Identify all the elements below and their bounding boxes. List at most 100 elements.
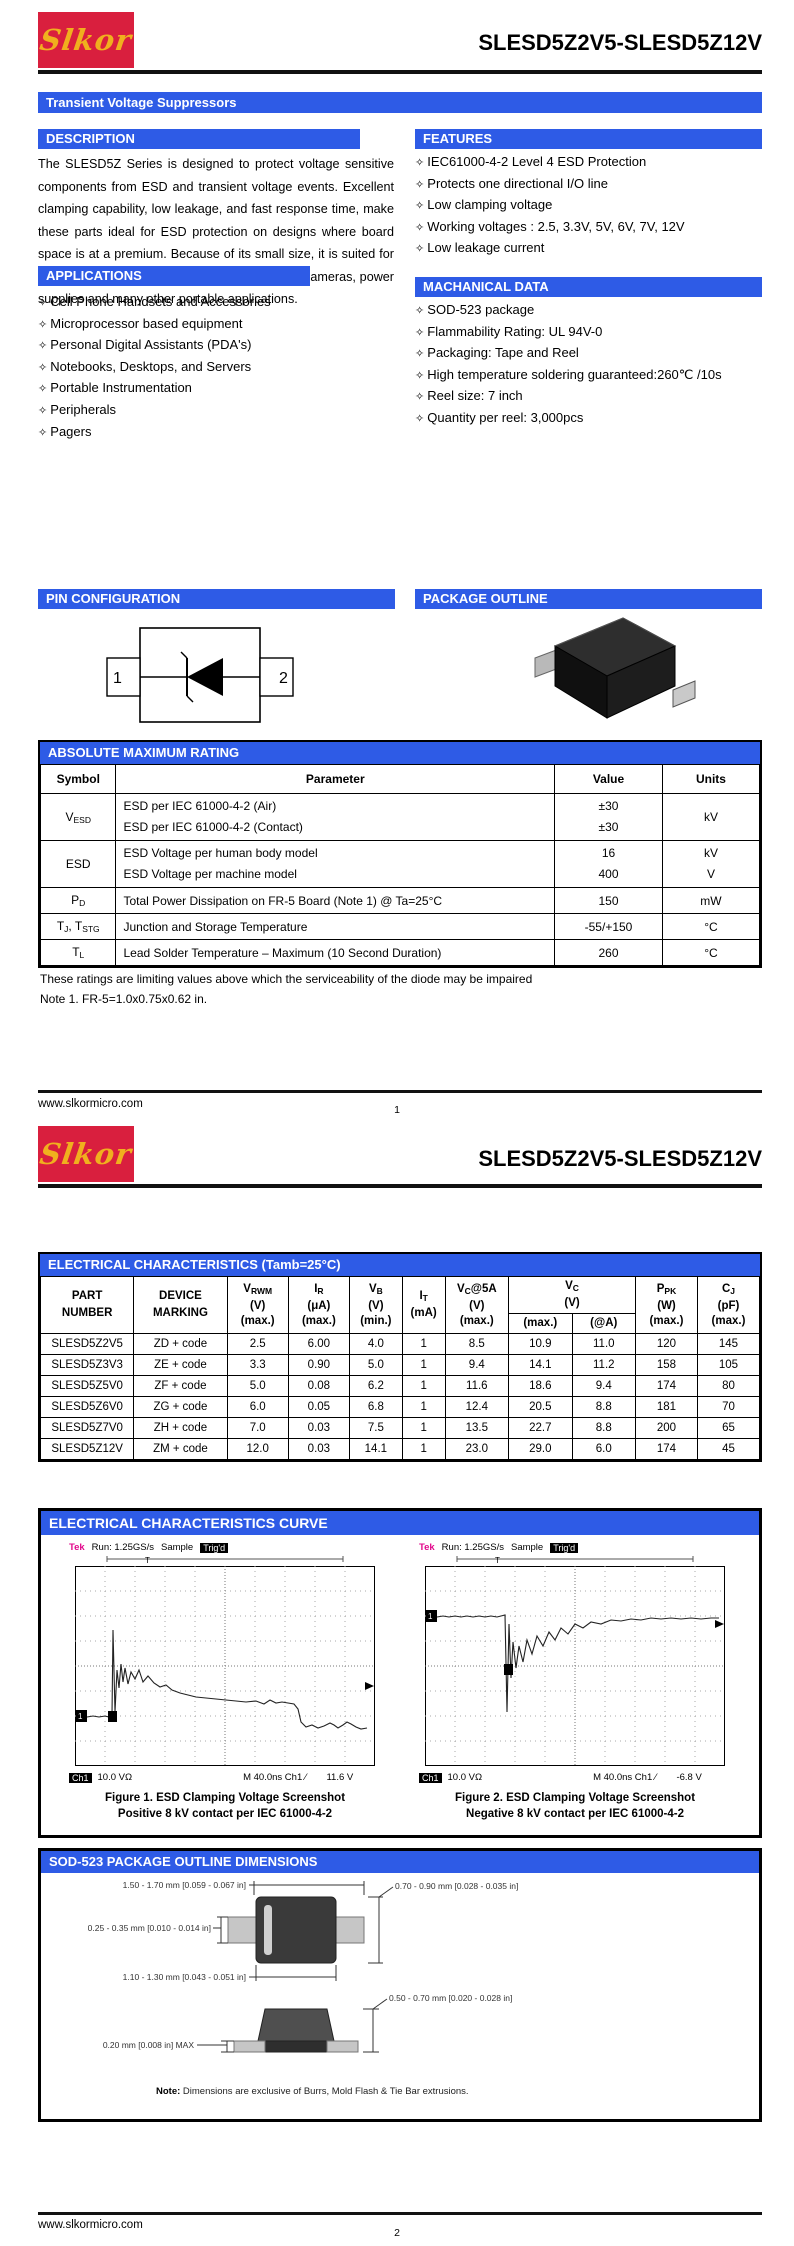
table-cell: 174 [635,1438,698,1460]
table-cell: 8.5 [444,1333,510,1355]
table-row: SLESD5Z2V5 ZD + code 2.5 6.00 4.0 1 8.5 10.9 11.… [39,1333,761,1355]
mechanical-item: Quantity per reel: 3,000pcs [415,408,767,430]
application-item: Peripherals [38,400,398,422]
table-cell: 158 [635,1354,698,1376]
table-cell: 12.4 [444,1396,510,1418]
units-cell: kV V [661,840,761,888]
col-subheader-vc-max: (max.) [508,1313,573,1334]
table-row: ESD ESD Voltage per human body model ESD… [39,840,761,888]
col-header-vc-5a: VC@5A (V) (max.) [444,1276,510,1334]
table-cell: 6.0 [571,1438,637,1460]
dim-label: 1.50 - 1.70 mm [0.059 - 0.067 in] [123,1880,246,1890]
sample-label: Sample [510,1542,544,1553]
table-row: TJ, TSTG Junction and Storage Temperatur… [39,913,761,940]
section-heading-absolute-maximum-rating: ABSOLUTE MAXIMUM RATING [40,742,760,764]
col-header-it: IT (mA) [401,1276,446,1334]
scope-screen: T 1 [75,1556,375,1766]
table-header-row: Symbol Parameter Value Units [39,764,761,794]
package-dimension-drawing: 1.50 - 1.70 mm [0.059 - 0.067 in] 0.25 -… [88,1880,518,2053]
rating-note: Note 1. FR-5=1.0x0.75x0.62 in. [40,992,208,1006]
table-cell: SLESD5Z12V [39,1438,135,1460]
table-cell: SLESD5Z5V0 [39,1375,135,1397]
trigger-level-arrow [365,1682,374,1690]
units-cell: °C [661,939,761,966]
trigger-point-marker [504,1664,513,1675]
parameter-cell: Total Power Dissipation on FR-5 Board (N… [115,887,556,914]
table-cell: 105 [696,1354,761,1376]
scope-trace [80,1629,368,1730]
page-number: 1 [394,1104,400,1116]
feature-item: Low leakage current [415,238,767,260]
page-number: 2 [394,2227,400,2239]
col-header-vrwm: VRWM (V) (max.) [226,1276,289,1334]
col-header-ppk: PPK (W) (max.) [635,1276,698,1334]
diode-symbol-diagram: 1 2 [106,627,294,723]
table-cell: 0.03 [287,1438,350,1460]
section-heading-package-outline: PACKAGE OUTLINE [415,589,762,609]
units-cell: kV [661,793,761,841]
table-cell: 2.5 [226,1333,289,1355]
sample-label: Sample [160,1542,194,1553]
footer-url[interactable]: www.slkormicro.com [38,2219,143,2231]
figure-caption: Positive 8 kV contact per IEC 61000-4-2 [117,1808,333,1820]
symbol-cell: TL [39,939,117,966]
electrical-characteristics-curve-section: ELECTRICAL CHARACTERISTICS CURVE Tek Run… [38,1508,762,1838]
table-cell: 14.1 [348,1438,403,1460]
table-cell: 0.03 [287,1417,350,1439]
table-cell: ZE + code [133,1354,228,1376]
electrical-characteristics-table: PART NUMBER DEVICE MARKING VRWM (V) (max.)… [39,1276,761,1460]
rating-note: These ratings are limiting values above … [40,972,533,986]
header-rule [38,1184,762,1188]
channel-1-marker: 1 [428,1612,433,1621]
dim-label: 0.25 - 0.35 mm [0.010 - 0.014 in] [88,1923,211,1933]
table-cell: ZH + code [133,1417,228,1439]
table-cell: 10.9 [508,1333,573,1355]
table-cell: 0.05 [287,1396,350,1418]
table-cell: 12.0 [226,1438,289,1460]
dim-label: 0.50 - 0.70 mm [0.020 - 0.028 in] [389,1993,512,2003]
value-cell: 16 400 [554,840,663,888]
table-cell: 0.90 [287,1354,350,1376]
brand-logo-text: Slkor [37,23,135,57]
package-dimensions-section: SOD-523 PACKAGE OUTLINE DIMENSIONS 1.50 … [38,1848,762,2122]
value-cell: 150 [554,887,663,914]
pin-2-label: 2 [279,670,288,687]
table-cell: 11.0 [571,1333,637,1355]
table-cell: 14.1 [508,1354,573,1376]
table-cell: ZD + code [133,1333,228,1355]
table-cell: 5.0 [348,1354,403,1376]
footer-rule [38,2212,762,2215]
absolute-maximum-rating-table: Symbol Parameter Value Units VESD ESD pe… [39,764,761,966]
table-row: PD Total Power Dissipation on FR-5 Board… [39,887,761,914]
figure-caption: Figure 1. ESD Clamping Voltage Screensho… [104,1792,346,1804]
symbol-cell: PD [39,887,117,914]
symbol-cell: ESD [39,840,117,888]
col-header-part-number: PART NUMBER [39,1276,135,1334]
application-item: Personal Digital Assistants (PDA's) [38,335,398,357]
diode-triangle [187,658,223,696]
trigger-point-marker [108,1711,117,1722]
footer-rule [38,1090,762,1093]
section-heading-pin-configuration: PIN CONFIGURATION [38,589,395,609]
timebase-trigger: M 40.0ns Ch1 ∕ [593,1772,657,1783]
value-cell: ±30 ±30 [554,793,663,841]
table-cell: 174 [635,1375,698,1397]
scope-figures: Tek Run: 1.25GS/s Sample Trig'd T [41,1535,759,1822]
footer-url[interactable]: www.slkormicro.com [38,1098,143,1110]
parameter-cell: ESD per IEC 61000-4-2 (Air) ESD per IEC … [115,793,556,841]
mechanical-item: Packaging: Tape and Reel [415,343,767,365]
table-cell: 200 [635,1417,698,1439]
table-cell: SLESD5Z6V0 [39,1396,135,1418]
table-subheader-row: (max.) (@A) [41,1313,760,1334]
table-cell: ZF + code [133,1375,228,1397]
table-cell: 18.6 [508,1375,573,1397]
figure-caption: Negative 8 kV contact per IEC 61000-4-2 [466,1808,684,1820]
absolute-maximum-rating-section: ABSOLUTE MAXIMUM RATING Symbol Parameter… [38,740,762,968]
table-cell: 4.0 [348,1333,403,1355]
dim-label: 1.10 - 1.30 mm [0.043 - 0.051 in] [123,1972,246,1982]
brand-logo-text: Slkor [37,1137,135,1171]
mechanical-item: High temperature soldering guaranteed:26… [415,365,767,387]
col-header-symbol: Symbol [39,764,117,794]
col-header-device-marking: DEVICE MARKING [133,1276,228,1334]
